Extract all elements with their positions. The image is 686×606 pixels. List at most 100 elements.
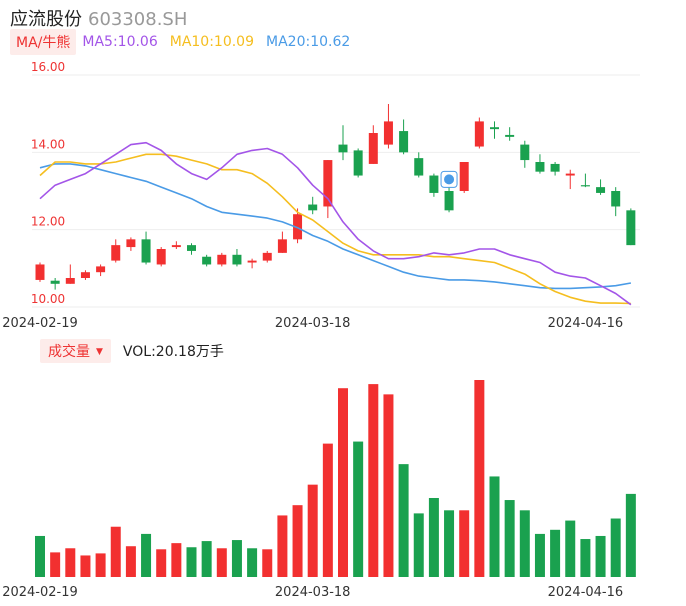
candle	[505, 127, 515, 141]
volume-bar	[65, 548, 76, 577]
candle-body	[277, 239, 287, 253]
volume-bar	[95, 553, 106, 577]
candle-body	[444, 191, 454, 211]
candle	[65, 264, 75, 284]
candle-body	[232, 254, 242, 265]
volume-bar	[262, 549, 273, 577]
candle	[459, 162, 469, 193]
volume-indicator-dropdown[interactable]: 成交量 ▼	[40, 339, 111, 363]
candle	[80, 270, 90, 280]
candle	[141, 231, 151, 265]
candle-body	[596, 187, 606, 193]
volume-date-label: 2024-02-19	[2, 585, 78, 600]
volume-bar	[35, 535, 45, 577]
volume-bar	[338, 388, 348, 577]
candle-body	[429, 175, 439, 193]
ma5-line	[39, 141, 632, 306]
candle	[353, 148, 363, 178]
volume-bar	[277, 515, 288, 577]
volume-bar	[565, 520, 576, 577]
candle	[565, 169, 575, 190]
candle	[383, 104, 393, 149]
volume-bar	[550, 529, 561, 577]
price-date-label: 2024-03-18	[275, 316, 351, 331]
candle-body	[156, 249, 166, 265]
volume-bar	[610, 518, 621, 577]
candle	[247, 258, 257, 269]
candle-body	[247, 260, 257, 263]
ma20-line	[39, 163, 632, 290]
price-tick-label: 10.00	[31, 292, 65, 306]
candle	[429, 173, 439, 197]
candle-body	[126, 239, 136, 248]
volume-date-label: 2024-03-18	[275, 585, 351, 600]
candle	[202, 254, 212, 267]
candle	[490, 121, 499, 139]
candle	[187, 243, 196, 255]
event-marker-icon	[440, 170, 458, 188]
candle	[550, 162, 560, 176]
candle	[35, 262, 45, 282]
candle-body	[96, 266, 106, 273]
caret-down-icon: ▼	[96, 347, 103, 357]
price-date-label: 2024-04-16	[548, 316, 624, 331]
price-tick-label: 16.00	[31, 60, 65, 74]
volume-bar	[625, 493, 636, 577]
candle-body	[141, 239, 151, 263]
volume-bar	[171, 543, 182, 577]
candle	[626, 208, 636, 246]
volume-bar	[353, 441, 364, 577]
price-date-label: 2024-02-19	[2, 316, 78, 331]
candle-body	[611, 191, 621, 207]
volume-bar	[413, 513, 424, 577]
ma10-line	[39, 153, 631, 305]
ma20-label: MA20:10.62	[266, 34, 351, 50]
stock-code: 603308.SH	[88, 9, 188, 30]
candle	[277, 231, 287, 253]
volume-bar	[428, 497, 439, 577]
volume-bar	[186, 547, 197, 577]
candle	[611, 187, 621, 217]
candle	[111, 239, 121, 263]
candle	[520, 140, 530, 168]
candle-body	[565, 173, 575, 176]
volume-bar	[474, 380, 485, 577]
volume-bar	[519, 510, 530, 577]
candle-body	[535, 162, 545, 172]
candle-body	[50, 280, 60, 284]
candle	[171, 241, 181, 249]
volume-bar	[459, 510, 470, 577]
ma-indicator-tag[interactable]: MA/牛熊	[10, 29, 77, 55]
volume-bar	[307, 484, 318, 577]
candle-body	[308, 204, 318, 211]
candle-body	[262, 252, 272, 261]
volume-bar	[50, 552, 61, 577]
volume-bar	[444, 510, 455, 577]
volume-bar	[322, 443, 333, 577]
candle-body	[202, 256, 212, 265]
event-marker-dot	[444, 174, 455, 185]
candle	[50, 278, 60, 290]
volume-tag-label: 成交量	[48, 344, 90, 360]
candle	[232, 249, 242, 267]
candle	[399, 119, 409, 155]
candle	[323, 160, 333, 219]
candle-body	[338, 144, 348, 153]
candle-body	[490, 127, 499, 130]
candle-body	[293, 214, 303, 240]
candle	[444, 183, 454, 213]
candle	[293, 208, 303, 244]
volume-bar	[201, 541, 212, 577]
candle-body	[171, 245, 181, 248]
volume-date-label: 2024-04-16	[548, 585, 624, 600]
candle-body	[111, 245, 121, 261]
candle-body	[353, 150, 363, 176]
candle	[126, 237, 136, 251]
candle	[368, 125, 378, 164]
candle-body	[505, 134, 515, 137]
volume-bar	[216, 548, 227, 577]
volume-bar	[292, 505, 303, 577]
volume-bar	[534, 533, 545, 577]
candle	[217, 252, 227, 267]
